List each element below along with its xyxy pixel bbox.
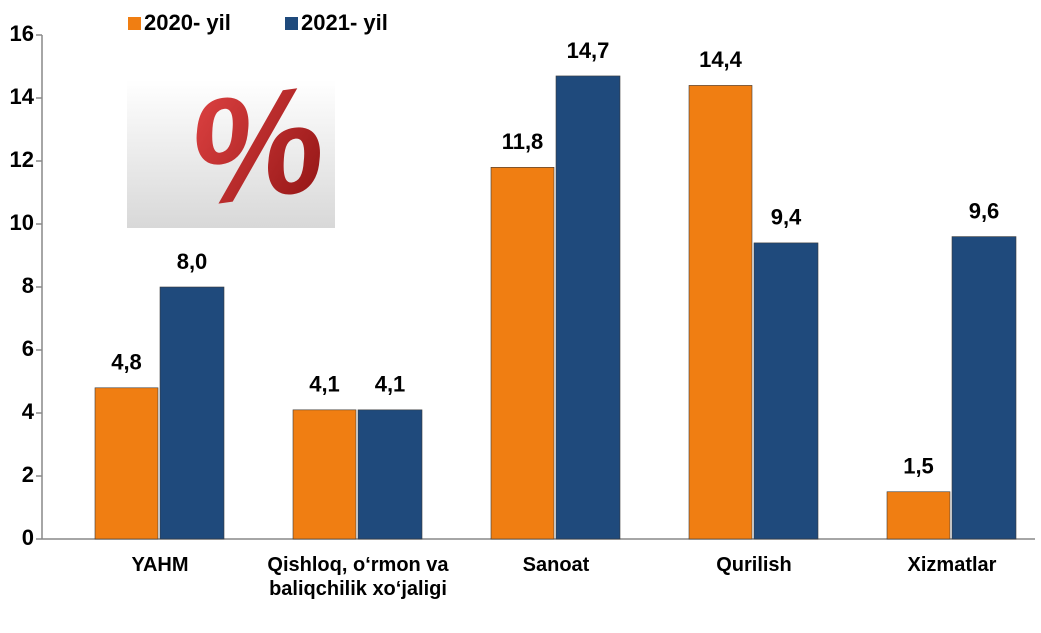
value-label: 4,1 [375,372,406,397]
bar [292,409,357,540]
y-tick-label: 10 [10,210,34,235]
legend-swatch [285,17,298,30]
bar [94,387,159,540]
y-tick-label: 2 [22,462,34,487]
y-tick-label: 16 [10,21,34,46]
x-tick-label: Sanoat [522,554,590,576]
y-tick-label: 0 [22,525,34,550]
bar [753,242,819,540]
bar [159,286,225,540]
value-label: 11,8 [502,129,544,154]
legend-label: 2021- yil [301,10,388,35]
y-tick-label: 14 [10,84,35,109]
value-label: 9,4 [771,205,802,230]
x-tick-label: YAHM [131,554,189,576]
value-label: 14,7 [567,38,610,63]
y-tick-label: 6 [22,336,34,361]
icon-background [127,80,335,228]
value-label: 9,6 [969,198,1000,223]
value-label: 1,5 [903,454,934,479]
bar [490,167,555,540]
x-tick-label: Qishloq, o‘rmon va baliqchilik xo‘jaligi [267,554,449,600]
value-label: 8,0 [177,249,208,274]
y-tick-label: 4 [22,399,35,424]
bar [951,236,1017,540]
value-label: 4,1 [309,372,340,397]
x-tick-label: Qurilish [716,554,792,576]
x-tick-label: Xizmatlar [907,554,997,576]
y-tick-label: 12 [10,147,34,172]
value-label: 14,4 [699,47,743,72]
legend-swatch [128,17,141,30]
bar [555,75,621,540]
value-label: 4,8 [111,350,142,375]
y-tick-label: 8 [22,273,34,298]
percent-icon: % [179,53,334,238]
bar [886,491,951,540]
legend-label: 2020- yil [144,10,231,35]
bar [357,409,423,540]
bar [688,85,753,540]
